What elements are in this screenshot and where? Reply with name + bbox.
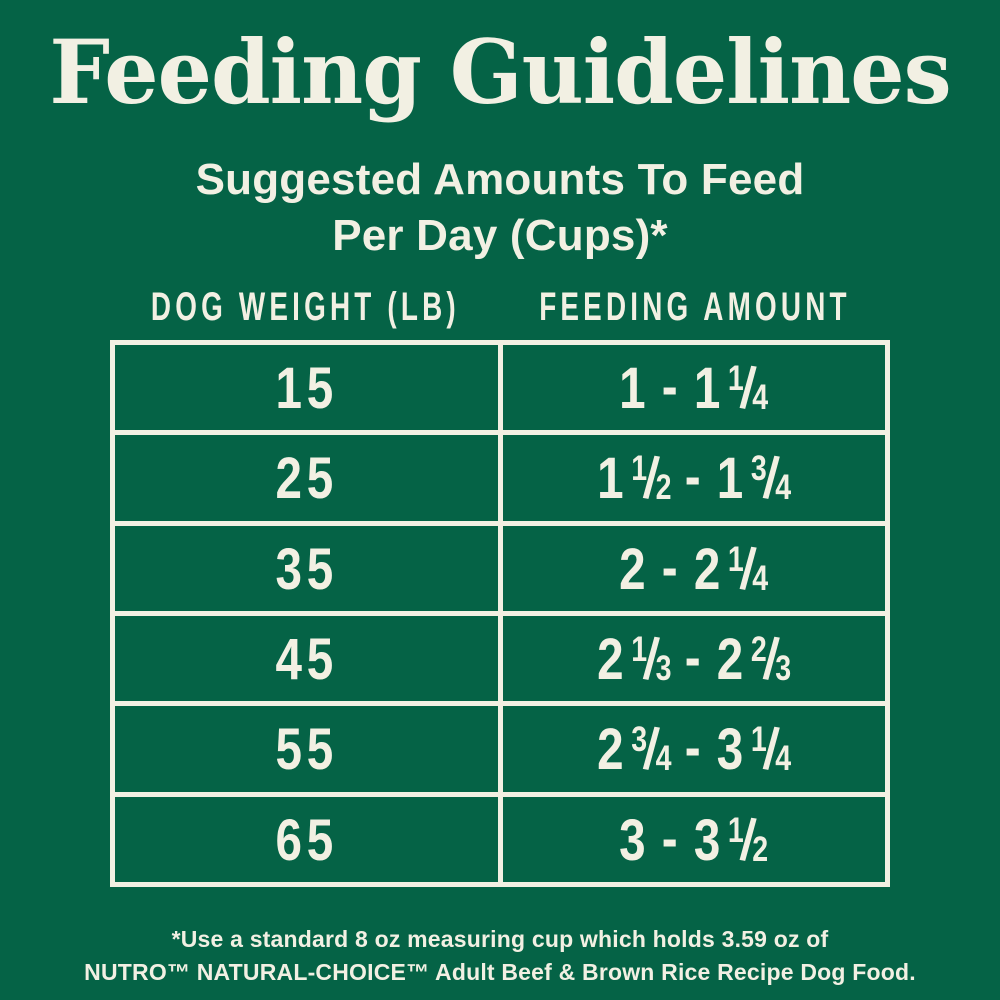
footnote-line-2: NUTRO™ NATURAL-CHOICE™ Adult Beef & Brow… xyxy=(84,959,916,985)
dog-weight-cell: 25 xyxy=(115,435,503,521)
dog-weight-value: 55 xyxy=(275,715,338,783)
feeding-amount-value: 1 1/2-1 3/4 xyxy=(596,442,791,512)
fraction: 1/2 xyxy=(728,805,768,873)
column-header-dog-weight: DOG WEIGHT (LB) xyxy=(150,284,460,330)
amount-whole: 2 xyxy=(596,715,627,783)
range-separator: - xyxy=(684,713,704,780)
dog-weight-value: 45 xyxy=(275,625,338,692)
fraction: 3/4 xyxy=(751,444,791,512)
dog-weight-value: 65 xyxy=(275,806,338,873)
subtitle-line-1: Suggested Amounts To Feed xyxy=(195,155,805,204)
feeding-amount-value: 3-3 1/2 xyxy=(619,803,768,873)
amount-whole: 1 xyxy=(716,444,746,512)
amount-whole: 1 xyxy=(619,354,649,421)
feeding-amount-cell: 3-3 1/2 xyxy=(503,797,886,882)
amount-whole: 3 xyxy=(716,715,746,783)
fraction: 1/2 xyxy=(631,444,671,512)
table-row: 35 2-2 1/4 xyxy=(115,520,886,611)
fraction-numerator: 3 xyxy=(630,720,647,760)
fraction-numerator: 2 xyxy=(750,630,767,670)
amount-whole: 3 xyxy=(619,806,649,873)
fraction: 2/3 xyxy=(751,625,791,693)
feeding-amount-value: 2-2 1/4 xyxy=(619,532,768,602)
fraction-numerator: 1 xyxy=(630,630,647,670)
fraction-denominator: 3 xyxy=(655,649,672,689)
fraction: 1/3 xyxy=(631,625,671,693)
fraction-denominator: 4 xyxy=(752,378,769,418)
feeding-amount-cell: 2-2 1/4 xyxy=(503,526,886,611)
feeding-amount-cell: 2 1/3-2 2/3 xyxy=(503,616,886,701)
dog-weight-value: 15 xyxy=(275,354,338,421)
dog-weight-cell: 55 xyxy=(115,706,503,792)
table-row: 55 2 3/4-3 1/4 xyxy=(115,701,886,792)
fraction: 3/4 xyxy=(631,715,671,783)
fraction-numerator: 1 xyxy=(750,720,767,760)
range-separator: - xyxy=(661,803,681,871)
fraction-numerator: 1 xyxy=(630,449,647,489)
page-title: Feeding Guidelines xyxy=(49,20,951,124)
amount-whole: 1 xyxy=(596,444,627,512)
range-separator: - xyxy=(661,532,681,600)
table-row: 45 2 1/3-2 2/3 xyxy=(115,610,886,702)
amount-whole: 2 xyxy=(619,535,649,602)
fraction-denominator: 4 xyxy=(752,559,769,598)
footnote: *Use a standard 8 oz measuring cup which… xyxy=(0,923,1000,989)
fraction-numerator: 3 xyxy=(750,449,767,489)
dog-weight-cell: 65 xyxy=(115,796,503,882)
amount-whole: 2 xyxy=(693,535,724,602)
table-row: 15 1-1 1/4 xyxy=(115,345,886,431)
range-separator: - xyxy=(661,352,681,419)
fraction-denominator: 4 xyxy=(774,739,791,779)
fraction-denominator: 4 xyxy=(774,468,791,508)
feeding-amount-cell: 1 1/2-1 3/4 xyxy=(503,435,886,520)
amount-whole: 2 xyxy=(596,625,627,692)
dog-weight-cell: 35 xyxy=(115,525,503,611)
column-header-feeding-amount: FEEDING AMOUNT xyxy=(539,284,851,330)
feeding-amount-value: 2 1/3-2 2/3 xyxy=(596,623,791,693)
feeding-amount-cell: 1-1 1/4 xyxy=(503,345,886,430)
amount-whole: 3 xyxy=(693,806,724,873)
dog-weight-value: 25 xyxy=(275,444,338,512)
dog-weight-cell: 15 xyxy=(115,345,503,431)
fraction-denominator: 2 xyxy=(655,468,672,508)
dog-weight-value: 35 xyxy=(275,535,338,602)
amount-whole: 2 xyxy=(716,625,746,692)
page-subtitle: Suggested Amounts To Feed Per Day (Cups)… xyxy=(0,152,1000,264)
table-row: 25 1 1/2-1 3/4 xyxy=(115,430,886,521)
fraction: 1/4 xyxy=(728,534,768,602)
fraction-numerator: 1 xyxy=(728,539,744,579)
subtitle-line-2: Per Day (Cups)* xyxy=(332,211,668,260)
amount-whole: 1 xyxy=(693,354,724,421)
footnote-line-1: *Use a standard 8 oz measuring cup which… xyxy=(171,926,829,952)
dog-weight-cell: 45 xyxy=(115,615,503,702)
fraction-numerator: 1 xyxy=(728,810,744,850)
table-row: 65 3-3 1/2 xyxy=(115,791,886,882)
fraction-numerator: 1 xyxy=(728,359,744,399)
table-column-headers: DOG WEIGHT (LB) FEEDING AMOUNT xyxy=(110,284,890,330)
range-separator: - xyxy=(684,623,704,690)
feeding-amount-cell: 2 3/4-3 1/4 xyxy=(503,706,886,791)
fraction-denominator: 3 xyxy=(774,649,791,689)
range-separator: - xyxy=(684,442,704,509)
fraction-denominator: 4 xyxy=(655,739,672,779)
feeding-amount-value: 2 3/4-3 1/4 xyxy=(596,713,791,783)
feeding-table: 15 1-1 1/4 25 1 1/2-1 3/4 35 2-2 1/4 45 2 1/3-2 2/3 55… xyxy=(110,340,890,887)
feeding-amount-value: 1-1 1/4 xyxy=(619,352,768,422)
fraction-denominator: 2 xyxy=(752,830,769,869)
fraction: 1/4 xyxy=(751,715,791,783)
fraction: 1/4 xyxy=(728,354,768,422)
